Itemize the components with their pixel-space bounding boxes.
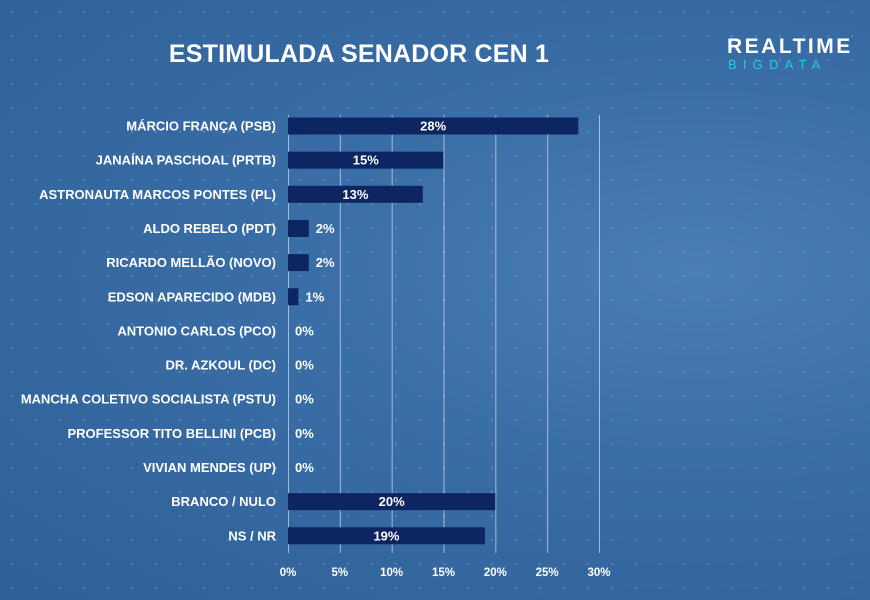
value-label: 0% bbox=[295, 358, 314, 373]
value-label: 2% bbox=[316, 255, 335, 270]
category-label: ASTRONAUTA MARCOS PONTES (PL) bbox=[39, 187, 276, 202]
value-label: 1% bbox=[305, 289, 324, 304]
value-label: 0% bbox=[295, 392, 314, 407]
x-tick-label: 15% bbox=[432, 567, 455, 579]
x-tick-label: 0% bbox=[280, 567, 297, 579]
value-label: 28% bbox=[420, 119, 446, 134]
value-label: 0% bbox=[295, 426, 314, 441]
bar bbox=[288, 527, 485, 545]
category-label: MANCHA COLETIVO SOCIALISTA (PSTU) bbox=[21, 392, 276, 407]
x-tick-label: 10% bbox=[380, 567, 403, 579]
x-tick-label: 30% bbox=[587, 567, 610, 579]
category-label: ALDO REBELO (PDT) bbox=[143, 221, 276, 236]
category-label: JANAÍNA PASCHOAL (PRTB) bbox=[96, 153, 276, 168]
category-label: MÁRCIO FRANÇA (PSB) bbox=[126, 119, 276, 134]
category-label: ANTONIO CARLOS (PCO) bbox=[117, 323, 276, 338]
value-label: 0% bbox=[295, 460, 314, 475]
value-label: 13% bbox=[342, 187, 368, 202]
bar bbox=[288, 151, 444, 169]
x-tick-label: 25% bbox=[536, 567, 559, 579]
brand-logo: REALTIME BIGDATA bbox=[727, 35, 853, 72]
x-tick-label: 20% bbox=[484, 567, 507, 579]
bar bbox=[288, 219, 309, 237]
bar bbox=[288, 117, 579, 135]
brand-logo-top: REALTIME bbox=[727, 35, 853, 58]
value-label: 0% bbox=[295, 323, 314, 338]
category-label: EDSON APARECIDO (MDB) bbox=[108, 289, 276, 304]
value-label: 15% bbox=[353, 153, 379, 168]
value-label: 2% bbox=[316, 221, 335, 236]
value-label: 19% bbox=[373, 528, 399, 543]
category-label: DR. AZKOUL (DC) bbox=[166, 358, 277, 373]
category-label: NS / NR bbox=[228, 528, 276, 543]
category-label: RICARDO MELLÃO (NOVO) bbox=[106, 255, 276, 270]
bar bbox=[288, 288, 299, 306]
chart-title: ESTIMULADA SENADOR CEN 1 bbox=[168, 40, 550, 68]
category-label: VIVIAN MENDES (UP) bbox=[143, 460, 276, 475]
category-label: BRANCO / NULO bbox=[171, 494, 276, 509]
bar bbox=[288, 254, 309, 272]
bar bbox=[288, 493, 496, 511]
category-label: PROFESSOR TITO BELLINI (PCB) bbox=[68, 426, 277, 441]
bar bbox=[288, 185, 423, 203]
brand-logo-bottom: BIGDATA bbox=[728, 57, 827, 72]
value-label: 20% bbox=[379, 494, 405, 509]
x-tick-label: 5% bbox=[332, 567, 349, 579]
